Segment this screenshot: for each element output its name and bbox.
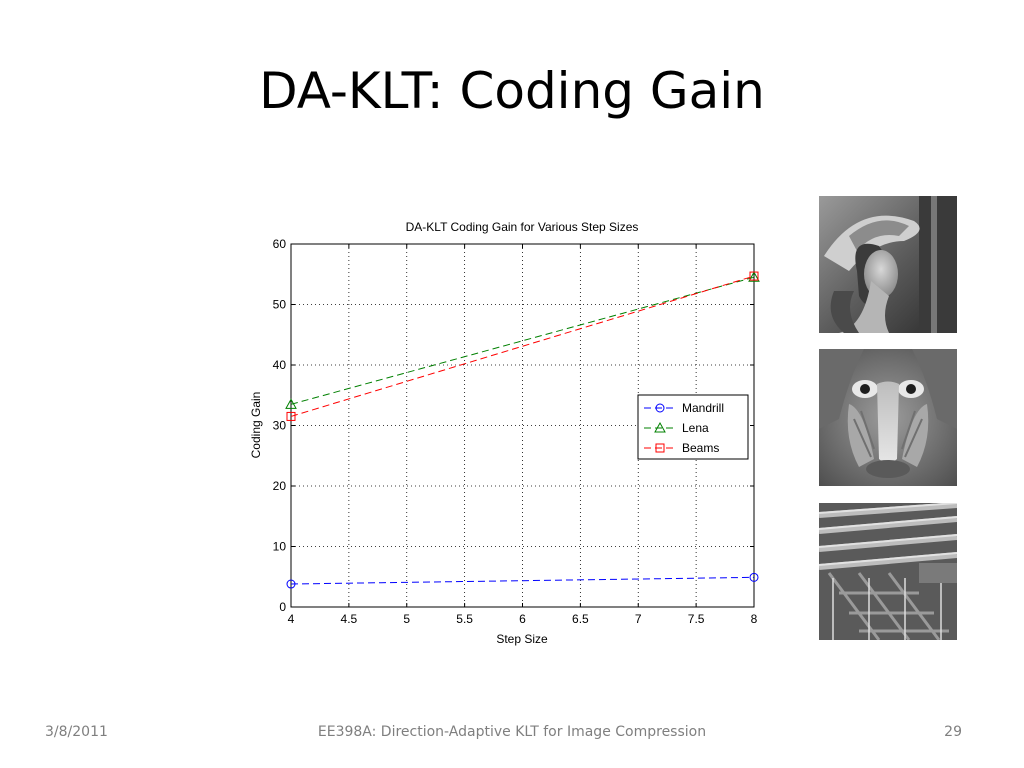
- y-tick-label: 0: [279, 600, 286, 614]
- x-tick-label: 4.5: [341, 612, 358, 626]
- legend-mandrill-marker: [655, 403, 665, 413]
- chart-title: DA-KLT Coding Gain for Various Step Size…: [406, 220, 639, 234]
- beams-photo: [819, 503, 957, 640]
- x-tick-label: 6: [519, 612, 526, 626]
- mandrill-point: [286, 579, 296, 589]
- beams-line: [290, 275, 755, 417]
- slide-title: DA-KLT: Coding Gain: [259, 62, 765, 120]
- mandrill-series: [286, 572, 759, 589]
- legend-lena-marker: [654, 421, 666, 433]
- y-tick-label: 20: [273, 479, 287, 493]
- mandrill-point: [749, 572, 759, 582]
- mandrill-line: [290, 576, 755, 585]
- x-tick-label: 8: [751, 612, 758, 626]
- legend-lena-label: Lena: [682, 421, 709, 435]
- x-tick-label: 7: [635, 612, 642, 626]
- coding-gain-chart: DA-KLT Coding Gain for Various Step Size…: [249, 220, 760, 646]
- beams-point: [286, 411, 296, 421]
- footer-page-number: 29: [944, 724, 962, 740]
- x-tick-label: 5: [403, 612, 410, 626]
- legend-mandrill-label: Mandrill: [682, 401, 724, 415]
- lena-point: [285, 398, 297, 409]
- y-tick-label: 40: [273, 358, 287, 372]
- legend-beams-label: Beams: [682, 441, 719, 455]
- chart-legend: Mandrill Lena Beams: [637, 394, 749, 460]
- x-tick-label: 4: [288, 612, 295, 626]
- y-tick-label: 50: [273, 298, 287, 312]
- x-tick-label: 5.5: [456, 612, 473, 626]
- footer-center-text: EE398A: Direction-Adaptive KLT for Image…: [317, 724, 707, 740]
- y-tick-label: 30: [273, 419, 287, 433]
- footer-date: 3/8/2011: [45, 724, 108, 740]
- lena-line: [290, 276, 755, 405]
- y-tick-label: 10: [273, 540, 287, 554]
- lena-series: [285, 271, 760, 409]
- x-axis-label: Step Size: [496, 632, 548, 646]
- lena-photo: [819, 196, 957, 333]
- x-tick-label: 6.5: [572, 612, 589, 626]
- legend-beams-marker: [655, 443, 665, 453]
- y-tick-label: 60: [273, 237, 287, 251]
- y-axis-label: Coding Gain: [249, 392, 263, 459]
- mandrill-photo: [819, 349, 957, 486]
- beams-point: [749, 271, 759, 281]
- lena-point: [748, 271, 760, 282]
- x-tick-label: 7.5: [688, 612, 705, 626]
- beams-series: [286, 271, 759, 421]
